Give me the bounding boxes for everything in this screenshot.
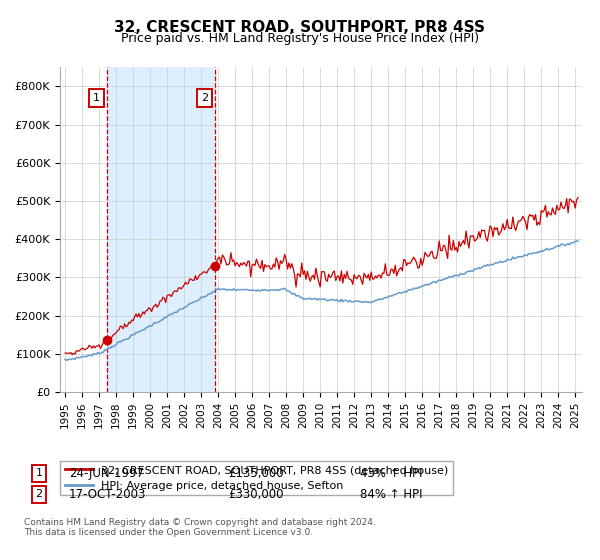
Text: 24-JUN-1997: 24-JUN-1997	[69, 466, 144, 480]
Text: Contains HM Land Registry data © Crown copyright and database right 2024.
This d: Contains HM Land Registry data © Crown c…	[24, 518, 376, 538]
Text: 32, CRESCENT ROAD, SOUTHPORT, PR8 4SS: 32, CRESCENT ROAD, SOUTHPORT, PR8 4SS	[115, 20, 485, 35]
Text: £330,000: £330,000	[228, 488, 284, 501]
Text: 2: 2	[35, 489, 43, 500]
Text: 43% ↑ HPI: 43% ↑ HPI	[360, 466, 422, 480]
Text: 1: 1	[35, 468, 43, 478]
Text: £135,000: £135,000	[228, 466, 284, 480]
Text: 17-OCT-2003: 17-OCT-2003	[69, 488, 146, 501]
Text: Price paid vs. HM Land Registry's House Price Index (HPI): Price paid vs. HM Land Registry's House …	[121, 32, 479, 45]
Text: 84% ↑ HPI: 84% ↑ HPI	[360, 488, 422, 501]
Text: 2: 2	[201, 93, 208, 103]
Text: 1: 1	[93, 93, 100, 103]
Legend: 32, CRESCENT ROAD, SOUTHPORT, PR8 4SS (detached house), HPI: Average price, deta: 32, CRESCENT ROAD, SOUTHPORT, PR8 4SS (d…	[61, 461, 453, 496]
Bar	[107, 67, 215, 392]
